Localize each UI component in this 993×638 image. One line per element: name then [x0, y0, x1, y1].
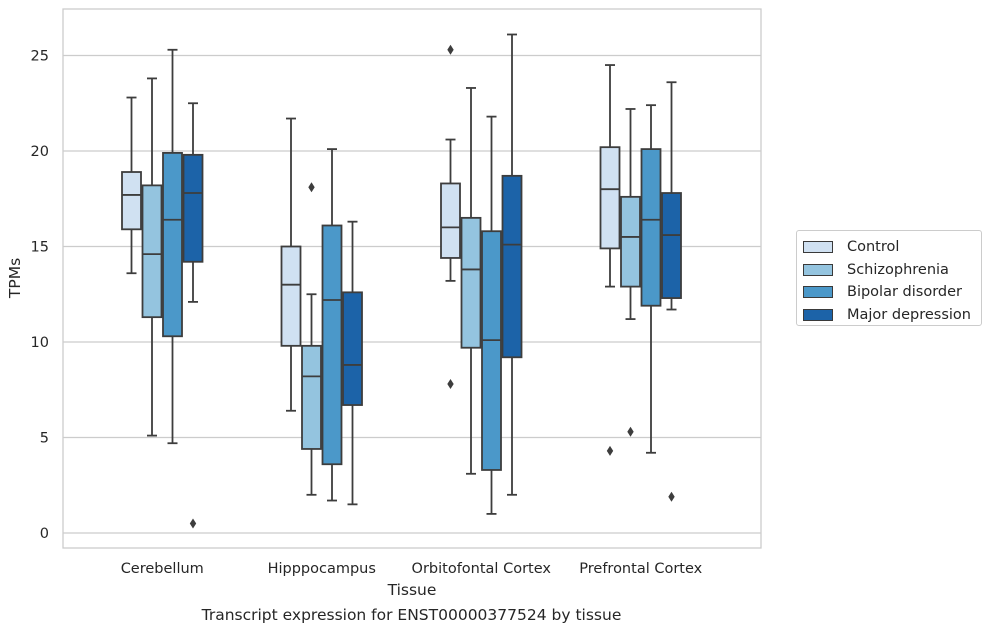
box-2-3-iqr-box — [501, 174, 523, 359]
box-0-0-iqr-box — [121, 171, 142, 231]
chart-caption: Transcript expression for ENST0000037752… — [201, 606, 622, 624]
box-3-0-outlier-0 — [606, 445, 614, 456]
legend-item-bipolar-disorder: Bipolar disorder — [803, 281, 981, 304]
box-1-2 — [321, 148, 343, 502]
y-tick-label-0: 0 — [40, 526, 49, 542]
box-0-2 — [162, 48, 183, 445]
legend-swatch-major-depression — [803, 308, 833, 321]
box-1-1-outlier-0 — [308, 182, 315, 193]
legend-item-major-depression: Major depression — [803, 304, 981, 327]
box-0-3-outlier-0 — [189, 518, 197, 529]
y-axis-label: TPMs — [6, 258, 24, 299]
box-0-1 — [141, 77, 163, 437]
legend: Control Schizophrenia Bipolar disorder M… — [796, 230, 982, 326]
box-3-2-iqr-box — [640, 148, 662, 307]
legend-label-major-depression: Major depression — [847, 306, 971, 323]
box-0-2-iqr-box — [162, 152, 183, 338]
legend-item-control: Control — [803, 236, 981, 259]
box-2-2-iqr-box — [481, 230, 502, 471]
box-3-3-outlier-0 — [668, 491, 675, 502]
box-0-1-iqr-box — [141, 184, 163, 319]
box-3-1-iqr-box — [620, 195, 641, 288]
x-axis-label: Tissue — [387, 581, 437, 599]
legend-label-bipolar-disorder: Bipolar disorder — [847, 284, 962, 301]
box-1-3-iqr-box — [342, 291, 363, 406]
legend-swatch-bipolar-disorder — [803, 286, 833, 299]
y-tick-label-5: 5 — [40, 431, 49, 447]
box-0-0 — [121, 96, 142, 275]
x-tick-label-2: Orbitofontal Cortex — [412, 561, 552, 577]
box-2-0 — [440, 44, 461, 390]
box-2-1 — [460, 87, 482, 475]
y-tick-label-10: 10 — [31, 335, 49, 351]
box-0-3 — [182, 102, 204, 529]
tick-labels: 0 5 10 15 20 25 Cerebellum Hipppocampus Orbitofo… — [31, 49, 703, 578]
box-1-0-iqr-box — [280, 245, 302, 347]
box-2-2 — [481, 115, 502, 515]
legend-label-schizophrenia: Schizophrenia — [847, 261, 949, 278]
legend-item-schizophrenia: Schizophrenia — [803, 259, 981, 282]
box-3-3 — [661, 81, 682, 502]
box-3-0-iqr-box — [599, 146, 621, 250]
y-tick-label-25: 25 — [31, 49, 49, 65]
x-tick-label-0: Cerebellum — [121, 561, 204, 577]
legend-swatch-control — [803, 241, 833, 254]
y-tick-label-20: 20 — [31, 144, 49, 160]
box-2-0-outlier-1 — [447, 379, 454, 390]
box-1-1 — [301, 182, 322, 496]
box-2-3 — [501, 33, 523, 496]
legend-label-control: Control — [847, 239, 900, 256]
box-3-0 — [599, 64, 621, 456]
box-3-1-outlier-0 — [627, 426, 634, 437]
box-0-3-iqr-box — [182, 153, 204, 263]
legend-swatch-schizophrenia — [803, 263, 833, 276]
box-2-0-iqr-box — [440, 182, 461, 259]
box-2-1-iqr-box — [460, 216, 482, 349]
boxes — [121, 33, 682, 529]
x-tick-label-3: Prefrontal Cortex — [579, 561, 702, 577]
box-1-0 — [280, 117, 302, 412]
box-2-0-outlier-0 — [447, 44, 454, 55]
plot-frame — [62, 8, 762, 549]
box-1-1-iqr-box — [301, 344, 322, 450]
box-3-1 — [620, 108, 641, 437]
x-tick-label-1: Hipppocampus — [268, 561, 376, 577]
box-3-2 — [640, 104, 662, 454]
box-3-3-iqr-box — [661, 192, 682, 299]
y-tick-label-15: 15 — [31, 240, 49, 256]
box-1-2-iqr-box — [321, 224, 343, 466]
box-1-3 — [342, 220, 363, 506]
